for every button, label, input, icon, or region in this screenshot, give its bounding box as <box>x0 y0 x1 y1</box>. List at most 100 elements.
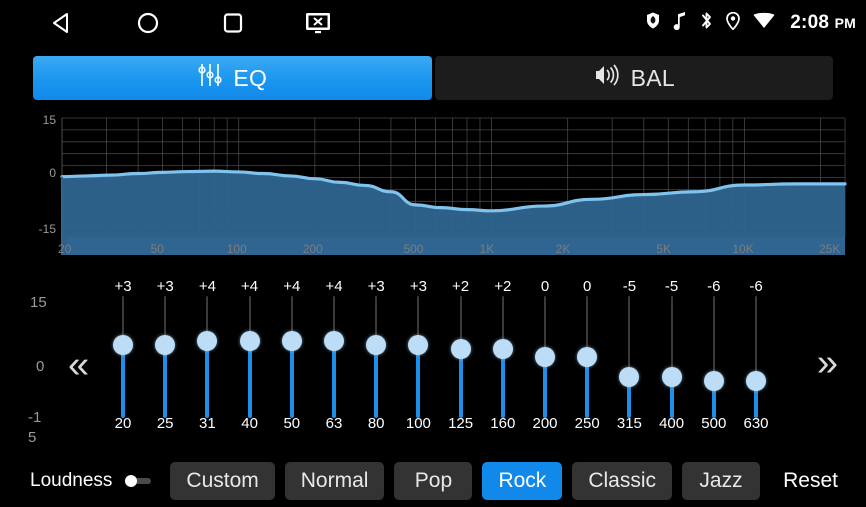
eq-slider-track-upper <box>459 296 462 349</box>
eq-slider-thumb[interactable] <box>281 330 302 351</box>
reset-button[interactable]: Reset <box>783 469 838 492</box>
eq-band-slider[interactable] <box>197 296 218 418</box>
eq-band-value: +3 <box>409 278 427 295</box>
eq-slider-track-upper <box>333 296 335 341</box>
eq-slider-thumb[interactable] <box>239 330 260 351</box>
clock-ampm: PM <box>834 15 856 31</box>
eq-band-frequency: 20 <box>114 415 132 432</box>
next-band-page-icon[interactable]: » <box>816 342 838 384</box>
preset-buttons: Custom Normal Pop Rock Classic Jazz <box>170 462 760 500</box>
eq-slider-thumb[interactable] <box>408 334 429 355</box>
eq-slider-thumb[interactable] <box>492 338 513 359</box>
eq-band-slider[interactable] <box>450 296 471 418</box>
graph-canvas <box>60 117 847 255</box>
tab-eq[interactable]: EQ <box>33 56 432 100</box>
eq-scale-mid: 0 <box>36 358 45 375</box>
eq-band-slider[interactable] <box>746 296 766 418</box>
eq-slider-track-upper <box>670 296 673 378</box>
eq-band-slider[interactable] <box>408 296 429 418</box>
eq-band-frequency: 500 <box>701 415 727 432</box>
eq-band-frequency: 100 <box>405 415 431 432</box>
preset-classic-button[interactable]: Classic <box>572 462 672 500</box>
eq-band-slider[interactable] <box>324 296 344 418</box>
eq-slider-thumb[interactable] <box>324 330 344 351</box>
eq-slider-track-lower <box>585 357 590 418</box>
loudness-toggle-knob <box>125 475 138 487</box>
system-icons: 2:08 PM <box>646 0 856 46</box>
eq-slider-track-lower <box>163 344 168 418</box>
eq-band-frequency: 25 <box>156 415 174 432</box>
loudness-toggle-track <box>131 478 152 484</box>
eq-slider-track-upper <box>122 296 124 345</box>
eq-slider-thumb[interactable] <box>661 367 682 388</box>
eq-slider-thumb[interactable] <box>703 371 724 392</box>
music-note-icon <box>673 11 687 35</box>
eq-slider-thumb[interactable] <box>746 371 766 392</box>
eq-band-slider[interactable] <box>239 296 260 418</box>
eq-band-value: +2 <box>494 278 512 295</box>
eq-slider-thumb[interactable] <box>113 334 133 355</box>
back-icon[interactable] <box>48 8 78 38</box>
recents-icon[interactable] <box>218 8 248 38</box>
eq-slider-track-lower <box>416 344 421 418</box>
eq-band-slider[interactable] <box>113 296 133 418</box>
eq-band-value: +4 <box>325 278 343 295</box>
graph-y-label-top: 15 <box>42 113 56 127</box>
eq-band-slider[interactable] <box>492 296 513 418</box>
eq-band-slider[interactable] <box>155 296 176 418</box>
eq-band-slider[interactable] <box>535 296 555 418</box>
eq-slider-track-lower <box>458 348 463 418</box>
loudness-toggle[interactable] <box>125 475 152 487</box>
eq-slider-thumb[interactable] <box>155 334 176 355</box>
eq-band-frequency: 160 <box>490 415 516 432</box>
eq-slider-thumb[interactable] <box>450 338 471 359</box>
eq-band-value: -6 <box>707 278 721 295</box>
graph-x-label: 10K <box>732 242 754 256</box>
eq-slider-track-upper <box>544 296 546 357</box>
preset-normal-button[interactable]: Normal <box>284 462 385 500</box>
eq-band-frequency: 315 <box>616 415 642 432</box>
tab-bal[interactable]: BAL <box>434 56 833 100</box>
eq-band-value: +3 <box>156 278 174 295</box>
eq-band-slider[interactable] <box>703 296 724 418</box>
eq-band-frequency: 630 <box>743 415 769 432</box>
eq-slider-track-upper <box>417 296 420 345</box>
screen-off-icon[interactable] <box>303 8 333 38</box>
eq-band-slider[interactable] <box>577 296 598 418</box>
eq-band-slider[interactable] <box>661 296 682 418</box>
eq-slider-thumb[interactable] <box>366 334 387 355</box>
preset-rock-button[interactable]: Rock <box>482 462 563 500</box>
eq-slider-thumb[interactable] <box>577 347 598 367</box>
eq-band-value: -5 <box>664 278 679 295</box>
navigation-bar <box>48 0 333 46</box>
eq-scale-bottom-line1: -1 <box>28 409 42 426</box>
graph-x-label: 50 <box>150 242 164 256</box>
home-icon[interactable] <box>133 8 163 38</box>
eq-band-slider[interactable] <box>366 296 387 418</box>
eq-band-frequency: 40 <box>241 415 258 432</box>
clock-time: 2:08 <box>790 12 830 33</box>
prev-band-page-icon[interactable]: « <box>68 344 90 386</box>
eq-slider-track-upper <box>290 296 293 341</box>
eq-band-value: 0 <box>583 278 592 295</box>
wifi-icon <box>753 12 775 34</box>
tab-eq-label: EQ <box>233 64 268 91</box>
eq-slider-track-lower <box>289 340 294 418</box>
eq-slider-thumb[interactable] <box>197 330 218 351</box>
eq-slider-track-lower <box>332 340 336 418</box>
eq-slider-track-upper <box>206 296 209 341</box>
eq-slider-track-lower <box>205 340 210 418</box>
eq-band-slider[interactable] <box>619 296 640 418</box>
graph-x-label: 100 <box>226 242 247 256</box>
eq-slider-thumb[interactable] <box>619 367 640 388</box>
eq-band-slider[interactable] <box>281 296 302 418</box>
eq-band-sliders: +3 +3 +4 +4 +4 +4 +3 +3 +2 +2 0 0 -5 -5 -6 -6 20 25 31 40 5… <box>0 268 866 448</box>
eq-band-value: +4 <box>241 278 259 295</box>
eq-slider-track-lower <box>754 381 758 418</box>
preset-pop-button[interactable]: Pop <box>394 462 473 500</box>
tab-bar: EQ BAL <box>33 56 833 100</box>
eq-slider-thumb[interactable] <box>535 347 555 367</box>
preset-jazz-button[interactable]: Jazz <box>682 462 760 500</box>
preset-custom-button[interactable]: Custom <box>170 462 275 500</box>
